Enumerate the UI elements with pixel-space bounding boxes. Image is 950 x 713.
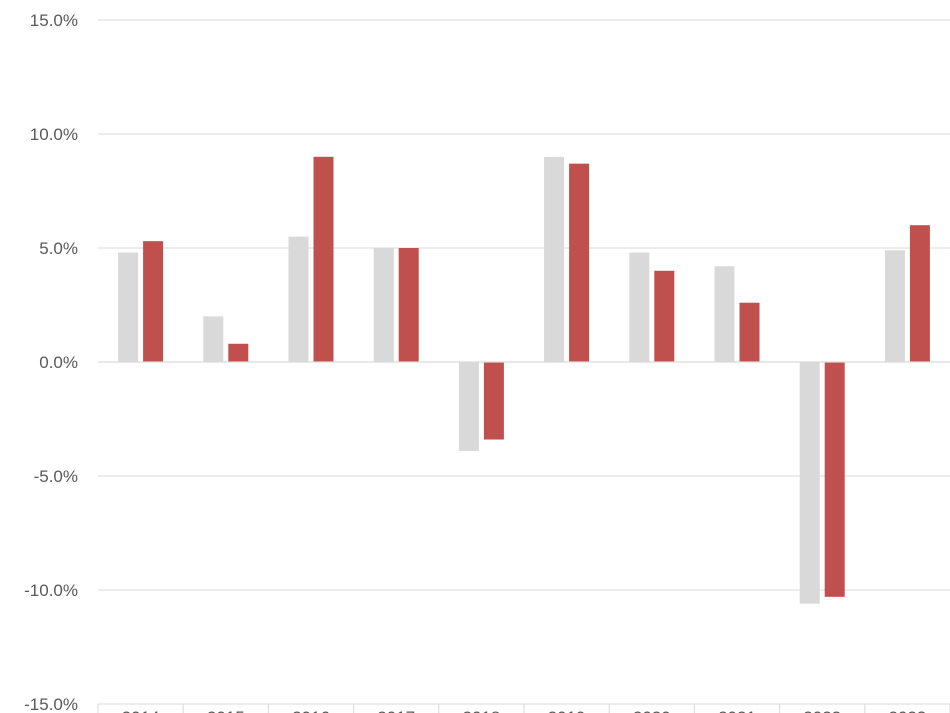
y-tick-label: 0.0% xyxy=(39,353,78,372)
x-category-label: 2016 xyxy=(292,708,330,713)
bar-red-2018 xyxy=(483,362,504,440)
bar-gray-2018 xyxy=(458,362,479,451)
bar-red-2015 xyxy=(228,343,249,362)
x-category-label: 2019 xyxy=(548,708,586,713)
bar-gray-2022 xyxy=(799,362,820,604)
bar-gray-2020 xyxy=(629,252,650,362)
bar-gray-2015 xyxy=(203,316,224,362)
bar-red-2016 xyxy=(313,156,334,362)
bar-red-2014 xyxy=(143,241,164,362)
bar-gray-2019 xyxy=(544,156,565,362)
gridlines xyxy=(98,19,950,591)
bar-gray-2014 xyxy=(118,252,139,362)
bar-red-2021 xyxy=(739,302,760,362)
y-tick-label: -15.0% xyxy=(24,695,78,713)
bars xyxy=(118,156,930,604)
y-axis-tick-labels: 15.0% 10.0% 5.0% 0.0% -5.0% -10.0% -15.0% xyxy=(24,11,78,713)
x-category-label: 2022 xyxy=(803,708,841,713)
bar-gray-2021 xyxy=(714,266,735,362)
bar-red-2020 xyxy=(654,270,675,362)
bar-gray-2016 xyxy=(288,236,309,362)
y-tick-label: -5.0% xyxy=(34,467,78,486)
bar-red-2019 xyxy=(569,163,590,362)
bar-red-2017 xyxy=(398,248,419,362)
x-category-label: 2020 xyxy=(633,708,671,713)
y-tick-label: 10.0% xyxy=(30,125,78,144)
x-category-label: 2018 xyxy=(462,708,500,713)
y-tick-label: -10.0% xyxy=(24,581,78,600)
bar-red-2023 xyxy=(909,225,930,362)
bar-red-2022 xyxy=(824,362,845,597)
bar-gray-2023 xyxy=(884,250,905,362)
x-category-label: 2023 xyxy=(888,708,926,713)
x-category-label: 2017 xyxy=(377,708,415,713)
x-category-label: 2021 xyxy=(718,708,756,713)
y-tick-label: 5.0% xyxy=(39,239,78,258)
x-category-label: 2014 xyxy=(122,708,160,713)
y-tick-label: 15.0% xyxy=(30,11,78,30)
x-axis: 2014 2015 2016 2017 2018 2019 2020 2021 2022 2023 xyxy=(97,703,950,713)
x-category-label: 2015 xyxy=(207,708,245,713)
bar-gray-2017 xyxy=(373,248,394,362)
